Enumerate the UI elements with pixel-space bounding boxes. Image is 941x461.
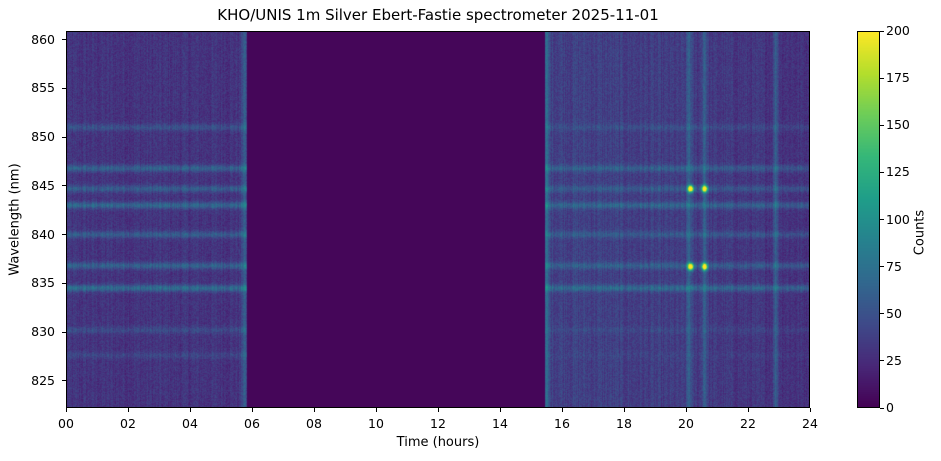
heatmap-image: [66, 31, 810, 408]
x-tick-mark: [375, 408, 377, 412]
x-tick-label: 24: [802, 416, 818, 431]
colorbar-tick-mark: [880, 77, 884, 79]
colorbar-tick-label: 100: [886, 211, 910, 227]
colorbar-tick-mark: [880, 124, 884, 126]
x-tick-mark: [623, 408, 625, 412]
colorbar-frame: [857, 31, 880, 408]
x-tick-label: 16: [554, 416, 570, 431]
y-tick-mark: [62, 234, 66, 236]
x-tick-label: 20: [678, 416, 694, 431]
colorbar-tick-label: 75: [886, 258, 902, 274]
y-tick-mark: [62, 282, 66, 284]
x-tick-label: 14: [492, 416, 508, 431]
x-tick-mark: [313, 408, 315, 412]
colorbar-tick-mark: [880, 266, 884, 268]
colorbar-tick-mark: [880, 171, 884, 173]
x-tick-label: 02: [120, 416, 136, 431]
colorbar-tick-label: 50: [886, 305, 902, 321]
colorbar-tick-mark: [880, 360, 884, 362]
y-tick-mark: [62, 136, 66, 138]
colorbar-tick-label: 175: [886, 70, 910, 86]
x-tick-label: 08: [306, 416, 322, 431]
y-tick-label: 855: [31, 80, 55, 96]
x-tick-mark: [251, 408, 253, 412]
y-tick-label: 850: [31, 129, 55, 145]
y-tick-mark: [62, 87, 66, 89]
y-tick-mark: [62, 39, 66, 41]
colorbar-tick-label: 25: [886, 352, 902, 368]
x-tick-mark: [747, 408, 749, 412]
x-tick-mark: [809, 408, 811, 412]
y-tick-mark: [62, 331, 66, 333]
y-tick-label: 845: [31, 177, 55, 193]
y-tick-label: 840: [31, 226, 55, 242]
chart-title: KHO/UNIS 1m Silver Ebert-Fastie spectrom…: [217, 6, 659, 24]
colorbar-tick-label: 200: [886, 23, 910, 38]
x-tick-mark: [65, 408, 67, 412]
x-tick-mark: [189, 408, 191, 412]
x-tick-mark: [685, 408, 687, 412]
x-tick-mark: [127, 408, 129, 412]
x-tick-label: 18: [616, 416, 632, 431]
x-tick-label: 22: [740, 416, 756, 431]
plot-frame: [66, 31, 810, 408]
y-tick-mark: [62, 380, 66, 382]
colorbar-tick-label: 150: [886, 117, 910, 133]
x-axis-label: Time (hours): [396, 435, 480, 450]
colorbar-label: Counts: [912, 209, 928, 256]
y-tick-mark: [62, 185, 66, 187]
colorbar: [857, 31, 880, 408]
y-tick-label: 830: [31, 324, 55, 339]
x-tick-mark: [499, 408, 501, 412]
colorbar-tick-label: 0: [886, 400, 894, 415]
y-tick-label: 835: [31, 275, 55, 291]
x-tick-label: 10: [368, 416, 384, 431]
colorbar-tick-mark: [880, 407, 884, 409]
x-tick-mark: [561, 408, 563, 412]
y-axis-label: Wavelength (nm): [7, 163, 23, 276]
colorbar-tick-mark: [880, 30, 884, 32]
x-tick-label: 00: [58, 416, 74, 431]
y-tick-label: 860: [31, 31, 55, 47]
x-tick-label: 12: [430, 416, 446, 431]
x-tick-label: 06: [244, 416, 260, 431]
y-tick-label: 825: [31, 372, 55, 388]
colorbar-tick-mark: [880, 219, 884, 220]
colorbar-tick-label: 125: [886, 164, 910, 180]
colorbar-tick-mark: [880, 313, 884, 315]
x-tick-label: 04: [182, 416, 198, 431]
x-tick-mark: [437, 408, 439, 412]
